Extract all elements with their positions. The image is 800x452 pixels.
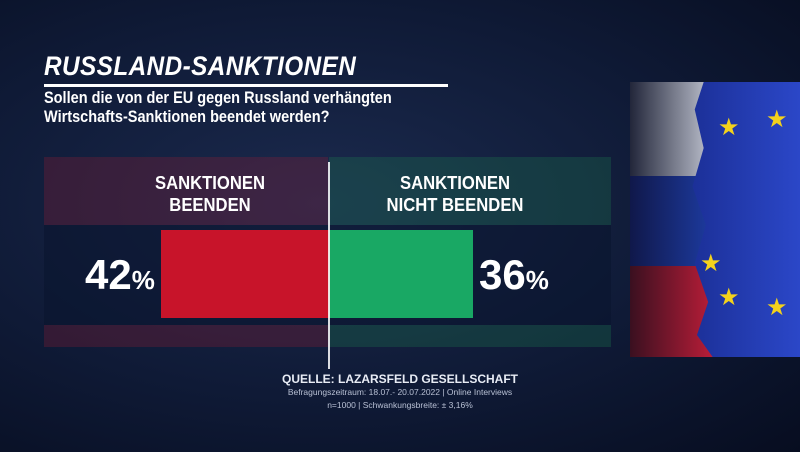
category-label-nicht-beenden: SANKTIONEN NICHT BEENDEN <box>374 172 536 216</box>
star-icon: ★ <box>718 114 740 141</box>
band-right-top <box>329 157 611 225</box>
category-label-beenden: SANKTIONEN BEENDEN <box>152 172 269 216</box>
survey-question: Sollen die von der EU gegen Russland ver… <box>44 89 392 127</box>
flag-backdrop: ★ ★ ★ ★ ★ <box>630 82 800 357</box>
value-label-beenden: 42% <box>85 252 155 298</box>
eu-flag: ★ ★ ★ ★ ★ <box>692 82 800 357</box>
value-label-nicht-beenden: 36% <box>479 252 549 298</box>
category-label-line: NICHT BEENDEN <box>386 194 524 215</box>
band-left-bottom <box>44 325 328 347</box>
source-title: QUELLE: LAZARSFELD GESELLSCHAFT <box>282 372 518 386</box>
category-label-line: BEENDEN <box>169 194 251 215</box>
star-icon: ★ <box>766 294 788 321</box>
center-divider <box>328 162 330 369</box>
star-icon: ★ <box>766 106 788 133</box>
source-block: QUELLE: LAZARSFELD GESELLSCHAFT Befragun… <box>260 372 540 412</box>
category-label-line: SANKTIONEN <box>399 172 511 193</box>
source-sample: n=1000 | Schwankungsbreite: ± 3,16% <box>327 400 473 410</box>
value-number: 36 <box>479 251 526 298</box>
value-unit: % <box>131 265 155 295</box>
question-line-1: Sollen die von der EU gegen Russland ver… <box>44 89 392 107</box>
bar-beenden <box>161 230 329 318</box>
value-number: 42 <box>85 251 132 298</box>
bar-nicht-beenden <box>329 230 473 318</box>
band-right-bottom <box>329 325 611 347</box>
band-left-top <box>44 157 328 225</box>
value-unit: % <box>525 265 549 295</box>
title-underline <box>44 84 448 87</box>
category-label-line: SANKTIONEN <box>154 172 266 193</box>
source-period: Befragungszeitraum: 18.07.- 20.07.2022 |… <box>287 387 513 397</box>
question-line-2: Wirtschafts-Sanktionen beendet werden? <box>44 108 330 126</box>
star-icon: ★ <box>718 284 740 311</box>
page-title: RUSSLAND-SANKTIONEN <box>44 51 357 81</box>
star-icon: ★ <box>700 250 722 277</box>
